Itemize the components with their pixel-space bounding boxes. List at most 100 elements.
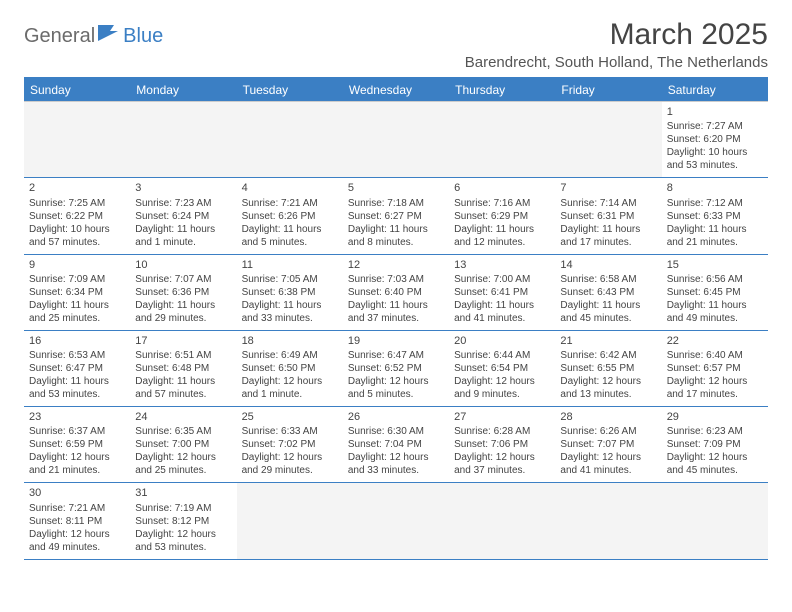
daylight-text: Daylight: 12 hours and 9 minutes.: [454, 375, 550, 401]
calendar-day: 21Sunrise: 6:42 AMSunset: 6:55 PMDayligh…: [555, 330, 661, 406]
day-number: 14: [560, 258, 656, 272]
sunset-text: Sunset: 7:06 PM: [454, 438, 550, 451]
calendar-body: 1Sunrise: 7:27 AMSunset: 6:20 PMDaylight…: [24, 102, 768, 560]
sunset-text: Sunset: 7:02 PM: [242, 438, 338, 451]
calendar-day: 2Sunrise: 7:25 AMSunset: 6:22 PMDaylight…: [24, 178, 130, 254]
daylight-text: Daylight: 11 hours and 25 minutes.: [29, 299, 125, 325]
day-number: 24: [135, 410, 231, 424]
day-number: 25: [242, 410, 338, 424]
sunset-text: Sunset: 6:41 PM: [454, 286, 550, 299]
day-header: Monday: [130, 79, 236, 102]
day-number: 27: [454, 410, 550, 424]
sunset-text: Sunset: 6:26 PM: [242, 210, 338, 223]
daylight-text: Daylight: 12 hours and 13 minutes.: [560, 375, 656, 401]
daylight-text: Daylight: 11 hours and 37 minutes.: [348, 299, 444, 325]
sunset-text: Sunset: 6:27 PM: [348, 210, 444, 223]
day-number: 21: [560, 334, 656, 348]
calendar-week: 30Sunrise: 7:21 AMSunset: 8:11 PMDayligh…: [24, 483, 768, 559]
calendar-day: [555, 102, 661, 178]
logo-text-2: Blue: [123, 25, 163, 48]
calendar-day: [130, 102, 236, 178]
sunrise-text: Sunrise: 7:00 AM: [454, 273, 550, 286]
sunrise-text: Sunrise: 7:18 AM: [348, 197, 444, 210]
day-number: 18: [242, 334, 338, 348]
sunset-text: Sunset: 6:55 PM: [560, 362, 656, 375]
sunrise-text: Sunrise: 7:16 AM: [454, 197, 550, 210]
calendar-day: 18Sunrise: 6:49 AMSunset: 6:50 PMDayligh…: [237, 330, 343, 406]
calendar-day: 1Sunrise: 7:27 AMSunset: 6:20 PMDaylight…: [662, 102, 768, 178]
calendar-day: 20Sunrise: 6:44 AMSunset: 6:54 PMDayligh…: [449, 330, 555, 406]
sunset-text: Sunset: 6:40 PM: [348, 286, 444, 299]
sunrise-text: Sunrise: 7:09 AM: [29, 273, 125, 286]
sunrise-text: Sunrise: 6:40 AM: [667, 349, 763, 362]
calendar-day: 5Sunrise: 7:18 AMSunset: 6:27 PMDaylight…: [343, 178, 449, 254]
calendar-day: 30Sunrise: 7:21 AMSunset: 8:11 PMDayligh…: [24, 483, 130, 559]
day-number: 12: [348, 258, 444, 272]
daylight-text: Daylight: 12 hours and 37 minutes.: [454, 451, 550, 477]
calendar-day: 22Sunrise: 6:40 AMSunset: 6:57 PMDayligh…: [662, 330, 768, 406]
day-number: 13: [454, 258, 550, 272]
day-number: 22: [667, 334, 763, 348]
sunset-text: Sunset: 6:50 PM: [242, 362, 338, 375]
calendar-day: [449, 102, 555, 178]
daylight-text: Daylight: 12 hours and 33 minutes.: [348, 451, 444, 477]
daylight-text: Daylight: 12 hours and 49 minutes.: [29, 528, 125, 554]
day-number: 31: [135, 486, 231, 500]
daylight-text: Daylight: 11 hours and 1 minute.: [135, 223, 231, 249]
daylight-text: Daylight: 12 hours and 29 minutes.: [242, 451, 338, 477]
calendar-day: 13Sunrise: 7:00 AMSunset: 6:41 PMDayligh…: [449, 254, 555, 330]
daylight-text: Daylight: 11 hours and 5 minutes.: [242, 223, 338, 249]
calendar-day: 27Sunrise: 6:28 AMSunset: 7:06 PMDayligh…: [449, 407, 555, 483]
calendar-day: [237, 483, 343, 559]
sunset-text: Sunset: 6:57 PM: [667, 362, 763, 375]
sunset-text: Sunset: 6:20 PM: [667, 133, 763, 146]
day-header: Thursday: [449, 79, 555, 102]
day-number: 26: [348, 410, 444, 424]
day-number: 30: [29, 486, 125, 500]
calendar-week: 16Sunrise: 6:53 AMSunset: 6:47 PMDayligh…: [24, 330, 768, 406]
sunrise-text: Sunrise: 6:42 AM: [560, 349, 656, 362]
daylight-text: Daylight: 11 hours and 41 minutes.: [454, 299, 550, 325]
sunrise-text: Sunrise: 7:03 AM: [348, 273, 444, 286]
calendar-day: 6Sunrise: 7:16 AMSunset: 6:29 PMDaylight…: [449, 178, 555, 254]
sunrise-text: Sunrise: 6:23 AM: [667, 425, 763, 438]
sunrise-text: Sunrise: 6:53 AM: [29, 349, 125, 362]
sunrise-text: Sunrise: 7:19 AM: [135, 502, 231, 515]
sunrise-text: Sunrise: 7:07 AM: [135, 273, 231, 286]
sunrise-text: Sunrise: 6:33 AM: [242, 425, 338, 438]
calendar-day: 12Sunrise: 7:03 AMSunset: 6:40 PMDayligh…: [343, 254, 449, 330]
sunset-text: Sunset: 6:59 PM: [29, 438, 125, 451]
day-header: Wednesday: [343, 79, 449, 102]
daylight-text: Daylight: 11 hours and 8 minutes.: [348, 223, 444, 249]
calendar-day: 31Sunrise: 7:19 AMSunset: 8:12 PMDayligh…: [130, 483, 236, 559]
flag-icon: [97, 24, 119, 48]
sunset-text: Sunset: 7:00 PM: [135, 438, 231, 451]
day-number: 20: [454, 334, 550, 348]
sunset-text: Sunset: 6:33 PM: [667, 210, 763, 223]
sunrise-text: Sunrise: 7:23 AM: [135, 197, 231, 210]
daylight-text: Daylight: 11 hours and 53 minutes.: [29, 375, 125, 401]
calendar-day: [24, 102, 130, 178]
daylight-text: Daylight: 11 hours and 17 minutes.: [560, 223, 656, 249]
sunset-text: Sunset: 6:47 PM: [29, 362, 125, 375]
day-number: 23: [29, 410, 125, 424]
sunrise-text: Sunrise: 7:14 AM: [560, 197, 656, 210]
day-number: 8: [667, 181, 763, 195]
sunrise-text: Sunrise: 6:49 AM: [242, 349, 338, 362]
sunrise-text: Sunrise: 6:56 AM: [667, 273, 763, 286]
sunset-text: Sunset: 6:52 PM: [348, 362, 444, 375]
calendar-day: 16Sunrise: 6:53 AMSunset: 6:47 PMDayligh…: [24, 330, 130, 406]
day-number: 15: [667, 258, 763, 272]
sunset-text: Sunset: 6:34 PM: [29, 286, 125, 299]
calendar-day: 15Sunrise: 6:56 AMSunset: 6:45 PMDayligh…: [662, 254, 768, 330]
calendar-table: SundayMondayTuesdayWednesdayThursdayFrid…: [24, 79, 768, 560]
sunset-text: Sunset: 6:45 PM: [667, 286, 763, 299]
calendar-day: 14Sunrise: 6:58 AMSunset: 6:43 PMDayligh…: [555, 254, 661, 330]
daylight-text: Daylight: 12 hours and 21 minutes.: [29, 451, 125, 477]
calendar-day: 4Sunrise: 7:21 AMSunset: 6:26 PMDaylight…: [237, 178, 343, 254]
calendar-week: 9Sunrise: 7:09 AMSunset: 6:34 PMDaylight…: [24, 254, 768, 330]
calendar-day: 9Sunrise: 7:09 AMSunset: 6:34 PMDaylight…: [24, 254, 130, 330]
sunset-text: Sunset: 6:43 PM: [560, 286, 656, 299]
calendar-day: 19Sunrise: 6:47 AMSunset: 6:52 PMDayligh…: [343, 330, 449, 406]
daylight-text: Daylight: 10 hours and 57 minutes.: [29, 223, 125, 249]
